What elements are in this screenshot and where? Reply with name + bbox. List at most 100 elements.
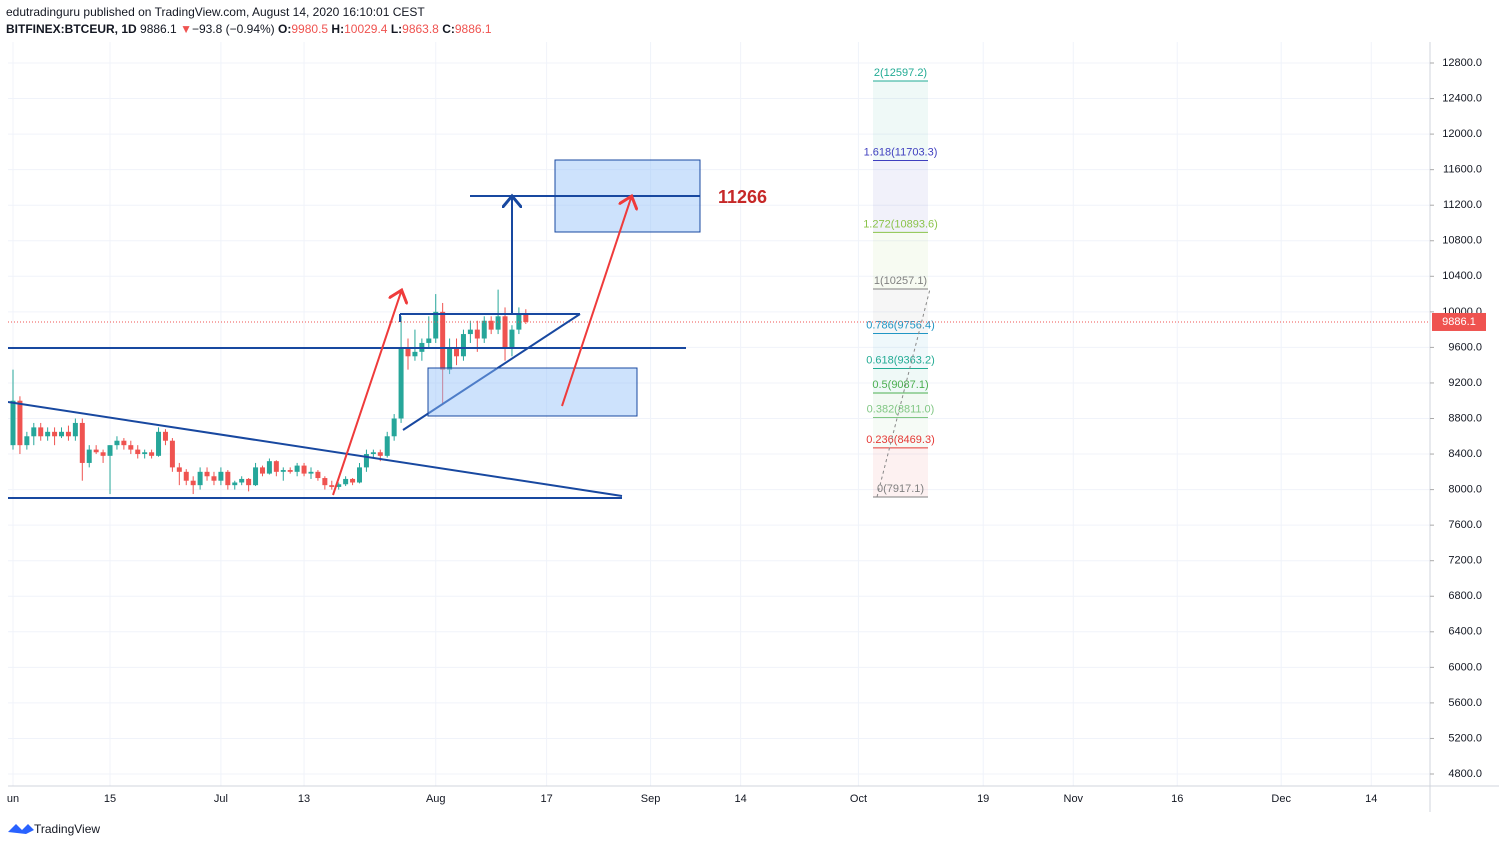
drawings <box>8 159 701 499</box>
y-tick-label: 12000.0 <box>1442 128 1482 140</box>
candle-body <box>315 471 321 479</box>
fib-label: 0.382(8811.0) <box>867 403 935 415</box>
candle-body <box>377 452 383 456</box>
y-tick-label: 8000.0 <box>1448 484 1482 496</box>
fib-band <box>873 417 928 448</box>
x-tick-label: 14 <box>735 793 747 805</box>
last: 9886.1 <box>140 22 177 36</box>
candle-body <box>52 431 58 437</box>
candle-body <box>398 347 404 419</box>
candle-body <box>156 431 162 456</box>
candle-body <box>211 476 217 481</box>
y-tick-label: 8800.0 <box>1448 412 1482 424</box>
candle-body <box>280 470 286 472</box>
y-tick-label: 9600.0 <box>1448 341 1482 353</box>
candle-body <box>93 449 99 453</box>
fib-label: 1.618(11703.3) <box>864 146 938 158</box>
x-tick-label: Dec <box>1271 793 1291 805</box>
candle-body <box>246 478 252 486</box>
candle-body <box>218 471 224 481</box>
candle-body <box>204 471 210 477</box>
candle-body <box>426 338 432 343</box>
y-tick-label: 11200.0 <box>1443 199 1482 211</box>
y-tick-label: 10800.0 <box>1442 235 1482 247</box>
x-tick-label: Jul <box>214 793 228 805</box>
candle-body <box>239 478 245 483</box>
candle-body <box>370 452 376 455</box>
x-tick-label: 15 <box>104 793 116 805</box>
h: 10029.4 <box>344 22 388 36</box>
c-label: C: <box>442 22 455 36</box>
y-tick-label: 12800.0 <box>1442 57 1482 69</box>
logo-icon <box>8 824 34 834</box>
candle-body <box>273 461 279 472</box>
candle-body <box>363 454 369 468</box>
candle-body <box>38 427 44 437</box>
candle-body <box>391 418 397 437</box>
candle-body <box>190 480 196 486</box>
candle-body <box>467 329 473 335</box>
candle-body <box>301 465 307 474</box>
candle-body <box>495 316 501 330</box>
arrow: ▼ <box>180 22 192 36</box>
fib-band <box>873 392 928 418</box>
l-label: L: <box>390 22 403 36</box>
candle-body <box>447 347 453 370</box>
candle-body <box>294 465 300 472</box>
candle-body <box>308 471 314 474</box>
candle-body <box>259 467 265 474</box>
candle-body <box>149 452 155 456</box>
fib-band <box>873 232 928 290</box>
candle-body <box>329 485 335 487</box>
y-tick-label: 4800.0 <box>1448 768 1482 780</box>
candle-body <box>322 478 328 486</box>
y-tick-label: 6800.0 <box>1448 590 1482 602</box>
candle-body <box>10 400 16 446</box>
candle-body <box>266 461 272 474</box>
candle-body <box>384 436 390 456</box>
change: −93.8 (−0.94%) <box>191 22 275 36</box>
last-price-box <box>1432 312 1486 331</box>
x-tick-label: Oct <box>850 793 867 805</box>
candle-body <box>79 422 85 463</box>
candle-body <box>128 445 134 450</box>
last-price-label: 9886.1 <box>1442 316 1476 328</box>
candle-body <box>488 320 494 330</box>
y-tick-label: 5200.0 <box>1448 732 1482 744</box>
fib-label: 0.236(8469.3) <box>866 434 935 446</box>
y-tick-label: 12400.0 <box>1442 92 1482 104</box>
fib-label: 2(12597.2) <box>874 67 927 79</box>
candle-body <box>107 445 113 456</box>
candle-body <box>72 422 78 437</box>
candle-body <box>405 347 411 357</box>
fib-label: 1.272(10893.6) <box>863 218 938 230</box>
fib-label: 1(10257.1) <box>874 275 927 287</box>
candle-body <box>121 440 127 446</box>
candle-body <box>287 470 293 472</box>
candle-body <box>24 436 30 446</box>
c: 9886.1 <box>454 22 492 36</box>
x-tick-label: 16 <box>1171 793 1183 805</box>
candle-body <box>135 449 141 455</box>
candle-body <box>460 334 466 357</box>
candle-body <box>183 471 189 481</box>
candle-body <box>481 320 487 339</box>
symbol: BITFINEX:BTCEUR, 1D <box>6 22 137 36</box>
candle-body <box>509 329 515 348</box>
y-tick-label: 8400.0 <box>1448 448 1482 460</box>
y-tick-label: 6000.0 <box>1448 661 1482 673</box>
candle-body <box>114 440 120 446</box>
fib-label: 0.786(9756.4) <box>866 319 935 331</box>
x-tick-label: 17 <box>540 793 552 805</box>
y-tick-label: 9200.0 <box>1448 377 1482 389</box>
fib-label: 0(7917.1) <box>877 483 924 495</box>
candle-body <box>162 431 168 441</box>
fib-band <box>873 447 928 497</box>
fib-band <box>873 160 928 233</box>
o: 9980.5 <box>291 22 329 36</box>
candle-body <box>336 484 342 487</box>
candle-body <box>197 471 203 486</box>
candle-body <box>502 316 508 348</box>
l: 9863.8 <box>402 22 439 36</box>
